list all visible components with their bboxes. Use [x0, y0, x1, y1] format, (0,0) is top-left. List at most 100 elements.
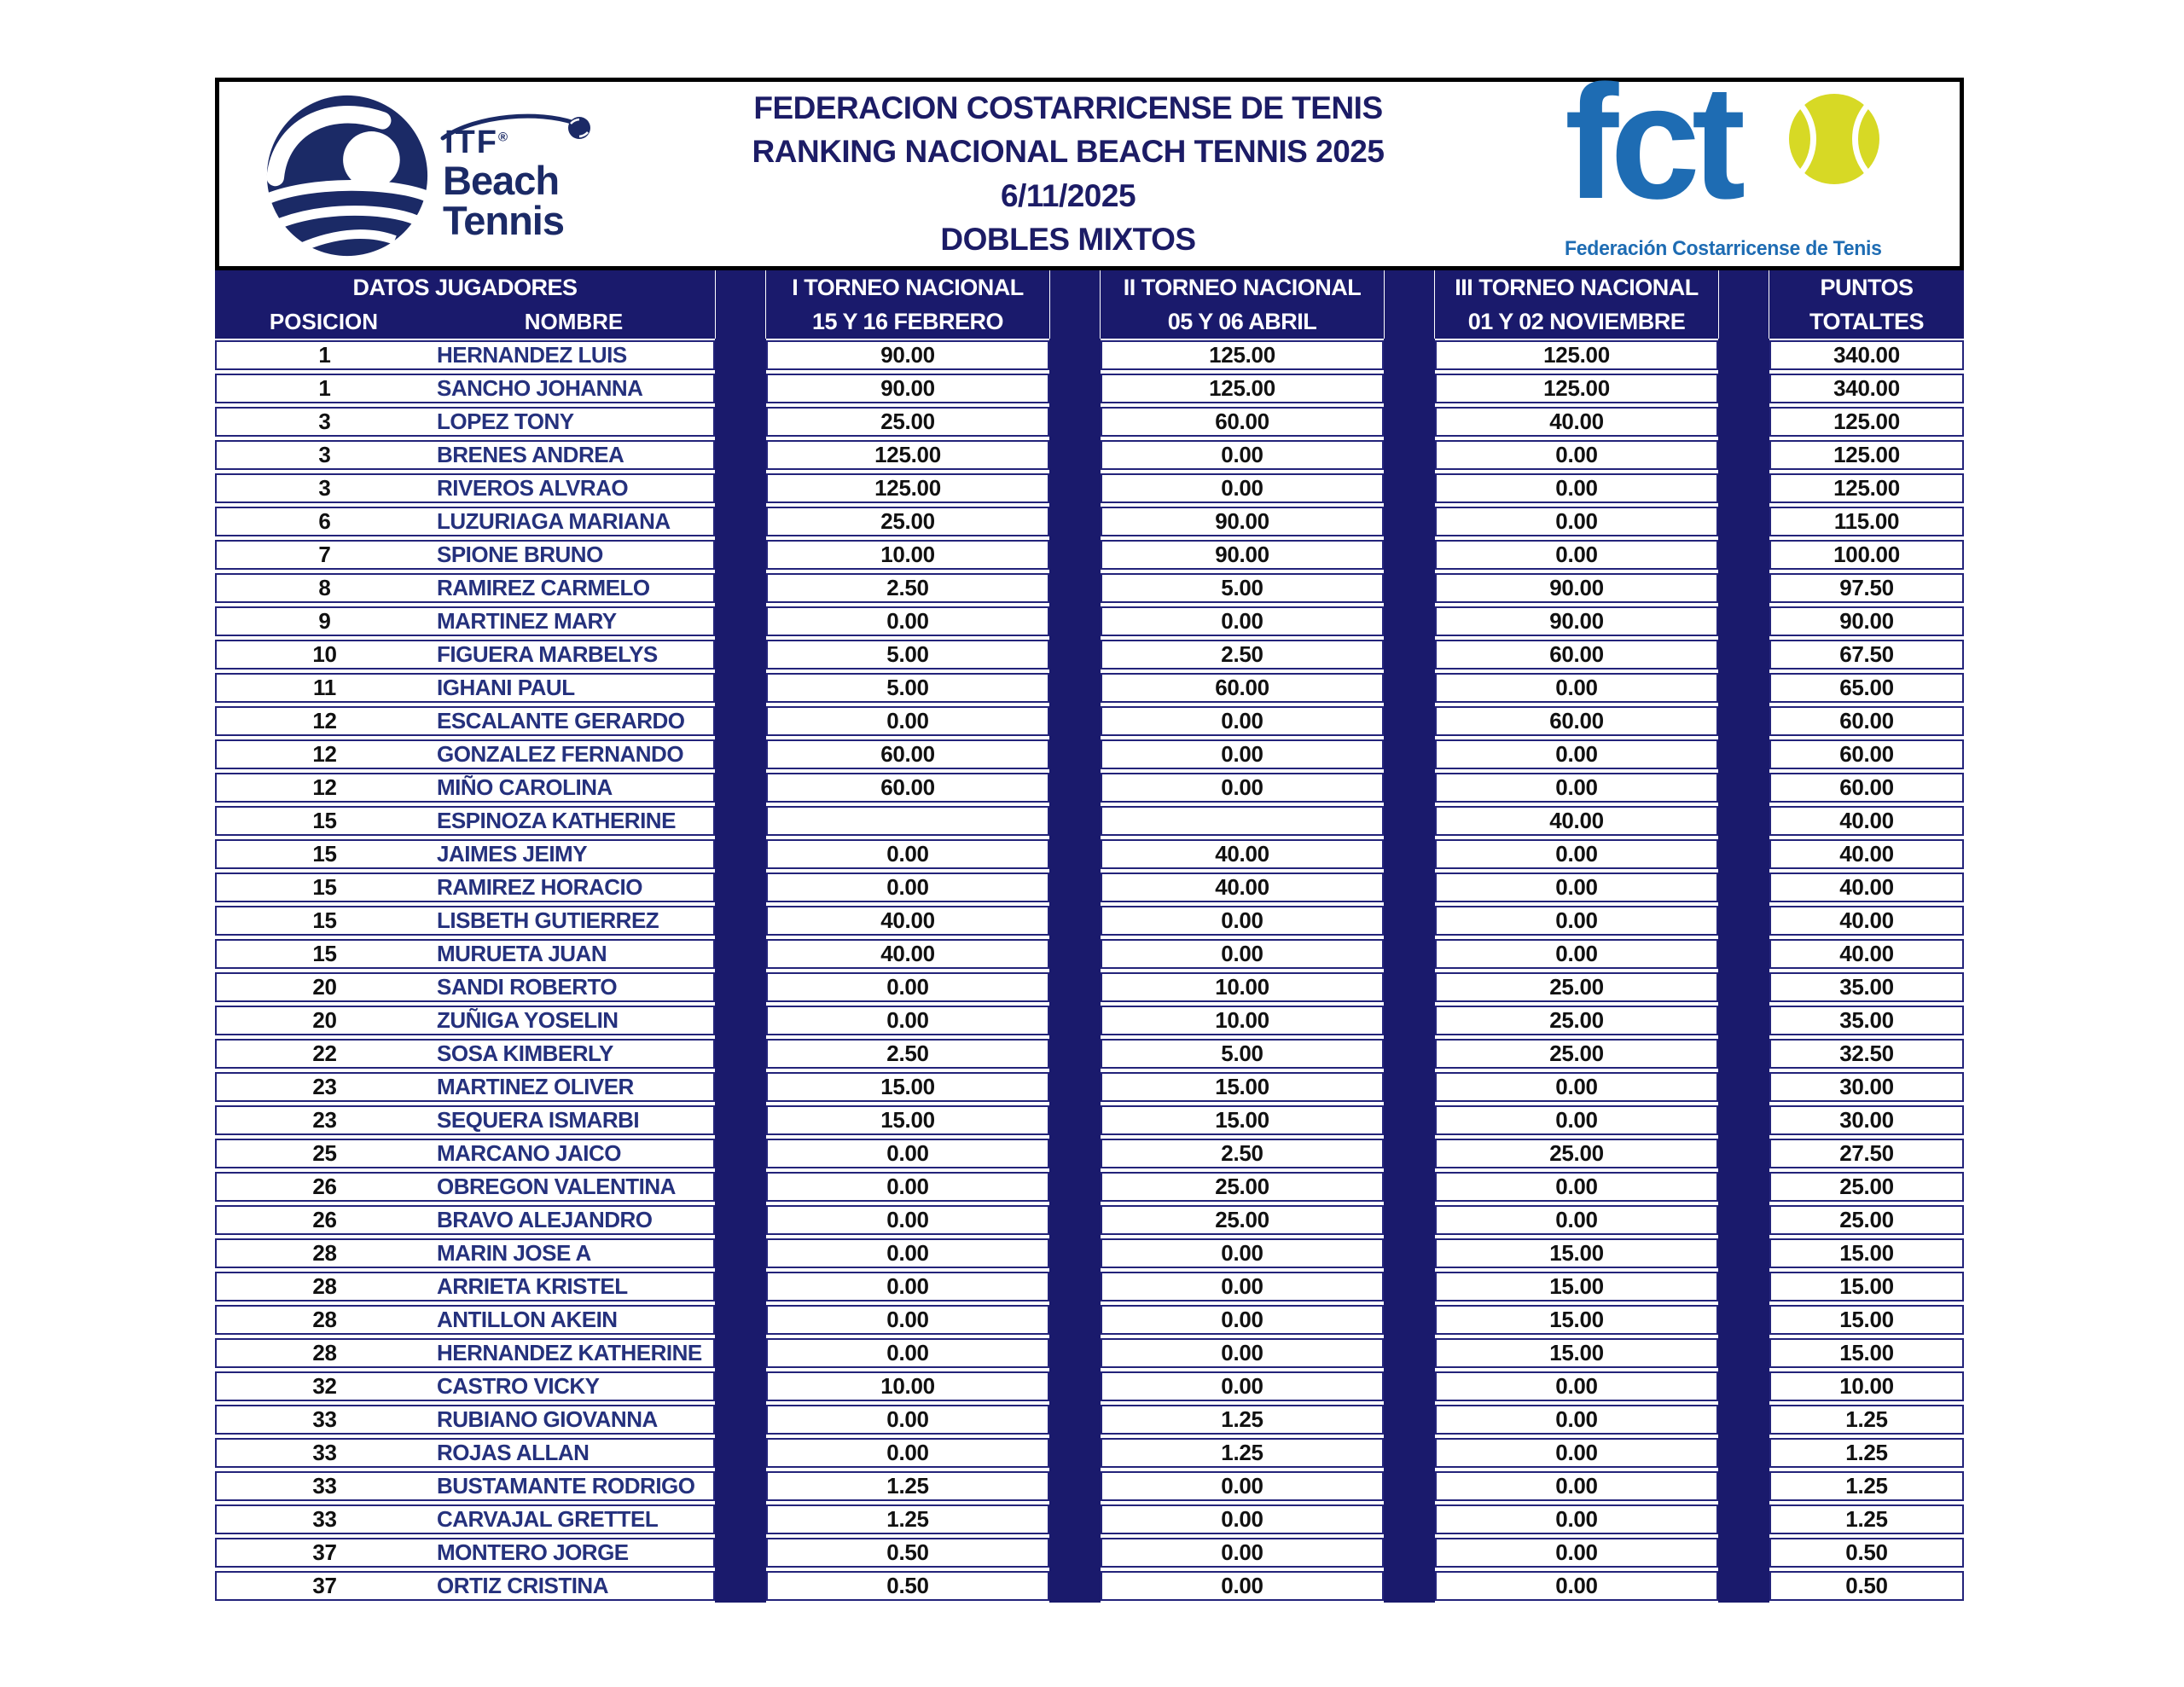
tournament-3-points: 0.00 — [1435, 1504, 1718, 1534]
column-gap — [1718, 771, 1769, 804]
column-gap — [1049, 1303, 1101, 1336]
player-name: MARIN JOSE A — [437, 1240, 591, 1266]
table-row: 28 MARIN JOSE A 0.00 0.00 15.00 15.00 — [215, 1237, 1964, 1270]
player-cell: 6 LUZURIAGA MARIANA — [215, 507, 715, 536]
itf-logo-text: ITF® Beach Tennis — [440, 111, 590, 241]
position-value: 28 — [312, 1240, 337, 1266]
total-points: 60.00 — [1769, 706, 1964, 736]
tournament-2-points: 90.00 — [1101, 540, 1384, 570]
column-gap — [715, 1336, 766, 1370]
column-gap — [1049, 339, 1101, 372]
tournament-1-points: 40.00 — [766, 939, 1049, 969]
tournament-2-points: 0.00 — [1101, 939, 1384, 969]
total-points: 1.25 — [1769, 1438, 1964, 1468]
column-gap — [1718, 1070, 1769, 1104]
tournament-1-points: 10.00 — [766, 1371, 1049, 1401]
table-row: 15 ESPINOZA KATHERINE 40.00 40.00 — [215, 804, 1964, 838]
position-value: 15 — [312, 907, 337, 933]
tournament-3-points: 0.00 — [1435, 939, 1718, 969]
column-gap — [1384, 738, 1435, 771]
header-torneo-3-fecha: 01 Y 02 NOVIEMBRE — [1467, 308, 1686, 334]
total-points: 1.25 — [1769, 1405, 1964, 1435]
total-points: 1.25 — [1769, 1471, 1964, 1501]
player-cell: 15 ESPINOZA KATHERINE — [215, 806, 715, 836]
column-gap — [1718, 838, 1769, 871]
column-gap — [1049, 1070, 1101, 1104]
column-gap — [1384, 1303, 1435, 1336]
column-gap — [1049, 1470, 1101, 1503]
table-row: 15 JAIMES JEIMY 0.00 40.00 0.00 40.00 — [215, 838, 1964, 871]
tournament-3-points: 0.00 — [1435, 906, 1718, 936]
tournament-1-points: 0.00 — [766, 606, 1049, 636]
column-gap — [1384, 372, 1435, 405]
column-gap — [1384, 871, 1435, 904]
tournament-1-points: 0.00 — [766, 1405, 1049, 1435]
header-torneo-3: III TORNEO NACIONAL — [1455, 274, 1699, 300]
column-gap — [1718, 1336, 1769, 1370]
tournament-2-points: 0.00 — [1101, 1571, 1384, 1601]
column-gap — [1049, 438, 1101, 472]
player-name: HERNANDEZ LUIS — [437, 342, 627, 368]
player-cell: 23 MARTINEZ OLIVER — [215, 1072, 715, 1102]
player-cell: 15 LISBETH GUTIERREZ — [215, 906, 715, 936]
column-gap — [715, 505, 766, 538]
tennis-ball-icon — [1789, 94, 1879, 184]
column-gap — [715, 1070, 766, 1104]
column-gap — [1384, 1170, 1435, 1203]
tournament-3-points: 0.00 — [1435, 872, 1718, 902]
tournament-3-points: 0.00 — [1435, 739, 1718, 769]
table-row: 37 MONTERO JORGE 0.50 0.00 0.00 0.50 — [215, 1536, 1964, 1569]
column-gap — [1718, 937, 1769, 971]
column-gap — [1718, 372, 1769, 405]
column-gap — [1049, 372, 1101, 405]
player-name: SEQUERA ISMARBI — [437, 1107, 640, 1133]
header-gap — [1384, 270, 1435, 339]
column-gap — [1718, 571, 1769, 605]
tournament-3-points: 0.00 — [1435, 773, 1718, 803]
player-cell: 12 MIÑO CAROLINA — [215, 773, 715, 803]
position-value: 33 — [312, 1440, 337, 1465]
tournament-1-points: 2.50 — [766, 573, 1049, 603]
column-gap — [1718, 1370, 1769, 1403]
tournament-2-points: 15.00 — [1101, 1072, 1384, 1102]
position-value: 12 — [312, 741, 337, 767]
column-gap — [1384, 339, 1435, 372]
tournament-1-points: 0.50 — [766, 1538, 1049, 1568]
tournament-3-points: 0.00 — [1435, 1205, 1718, 1235]
position-value: 9 — [318, 608, 331, 634]
table-row: 25 MARCANO JAICO 0.00 2.50 25.00 27.50 — [215, 1137, 1964, 1170]
column-gap — [715, 838, 766, 871]
column-gap — [1384, 1403, 1435, 1436]
table-row: 12 ESCALANTE GERARDO 0.00 0.00 60.00 60.… — [215, 704, 1964, 738]
tournament-1-points: 1.25 — [766, 1504, 1049, 1534]
player-cell: 33 RUBIANO GIOVANNA — [215, 1405, 715, 1435]
itf-swoosh-ball-icon — [440, 113, 590, 141]
total-points: 340.00 — [1769, 374, 1964, 403]
table-row: 22 SOSA KIMBERLY 2.50 5.00 25.00 32.50 — [215, 1037, 1964, 1070]
total-points: 125.00 — [1769, 440, 1964, 470]
total-points: 60.00 — [1769, 773, 1964, 803]
total-points: 35.00 — [1769, 972, 1964, 1002]
table-row: 12 MIÑO CAROLINA 60.00 0.00 0.00 60.00 — [215, 771, 1964, 804]
itf-beach-label: Beach — [443, 158, 560, 203]
column-gap — [1718, 339, 1769, 372]
player-name: SANDI ROBERTO — [437, 974, 618, 1000]
column-gap — [1049, 971, 1101, 1004]
column-gap — [1049, 1270, 1101, 1303]
player-cell: 9 MARTINEZ MARY — [215, 606, 715, 636]
tournament-2-points: 1.25 — [1101, 1438, 1384, 1468]
tournament-2-points: 5.00 — [1101, 573, 1384, 603]
tournament-2-points: 40.00 — [1101, 872, 1384, 902]
tournament-2-points: 0.00 — [1101, 773, 1384, 803]
player-cell: 37 MONTERO JORGE — [215, 1538, 715, 1568]
tournament-2-points: 0.00 — [1101, 1272, 1384, 1301]
position-value: 23 — [312, 1074, 337, 1099]
table-row: 33 RUBIANO GIOVANNA 0.00 1.25 0.00 1.25 — [215, 1403, 1964, 1436]
position-value: 28 — [312, 1273, 337, 1299]
player-cell: 20 SANDI ROBERTO — [215, 972, 715, 1002]
column-gap — [1049, 738, 1101, 771]
position-value: 7 — [318, 542, 331, 567]
player-name: SANCHO JOHANNA — [437, 375, 643, 401]
tournament-3-points: 125.00 — [1435, 340, 1718, 370]
position-value: 1 — [318, 342, 331, 368]
